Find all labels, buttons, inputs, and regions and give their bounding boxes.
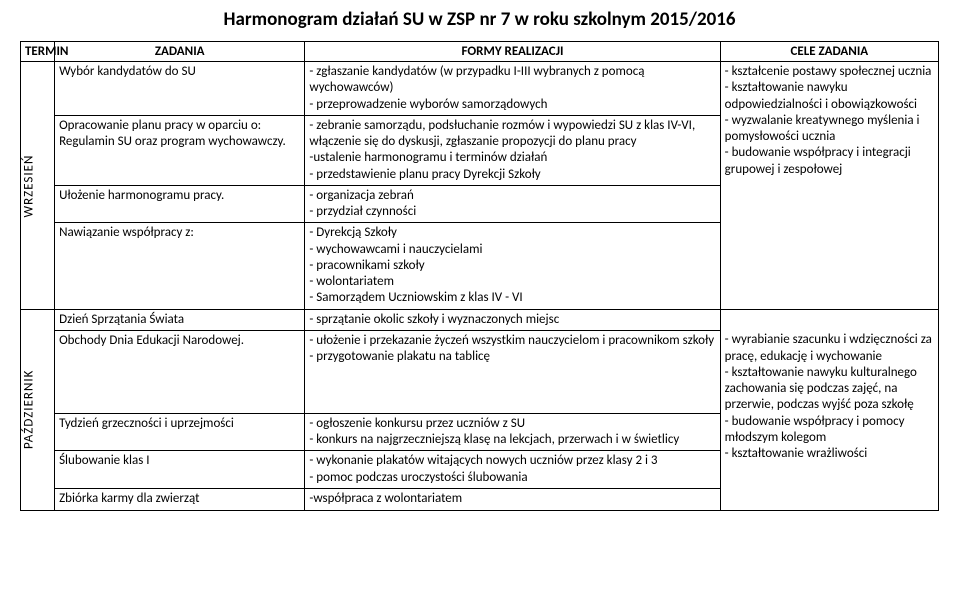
cele-cell: - wyrabianie szacunku i wdzięczności za …	[720, 330, 938, 510]
zadania-cell: Dzień Sprzątania Świata	[55, 309, 305, 330]
header-termin: TERMIN	[21, 42, 55, 62]
month-cell-pazdziernik: PAŹDZIERNIK	[21, 309, 55, 510]
formy-cell: - Dyrekcją Szkoły- wychowawcami i nauczy…	[305, 223, 720, 309]
zadania-cell: Zbiórka karmy dla zwierząt	[55, 489, 305, 510]
table-row: PAŹDZIERNIK Dzień Sprzątania Świata - sp…	[21, 309, 939, 330]
formy-cell: - ogłoszenie konkursu przez uczniów z SU…	[305, 413, 720, 451]
header-cele: CELE ZADANIA	[720, 42, 938, 62]
zadania-cell: Wybór kandydatów do SU	[55, 62, 305, 116]
formy-cell: - ułożenie i przekazanie życzeń wszystki…	[305, 330, 720, 413]
table-header-row: TERMIN ZADANIA FORMY REALIZACJI CELE ZAD…	[21, 42, 939, 62]
month-cell-wrzesien: WRZESIEŃ	[21, 62, 55, 310]
formy-cell: - wykonanie plakatów witających nowych u…	[305, 451, 720, 489]
formy-cell: - zebranie samorządu, podsłuchanie rozmó…	[305, 115, 720, 185]
month-label: WRZESIEŃ	[21, 62, 36, 309]
zadania-cell: Nawiązanie współpracy z:	[55, 223, 305, 309]
zadania-cell: Ślubowanie klas I	[55, 451, 305, 489]
zadania-cell: Ułożenie harmonogramu pracy.	[55, 185, 305, 223]
cele-cell-empty	[720, 309, 938, 330]
schedule-table: TERMIN ZADANIA FORMY REALIZACJI CELE ZAD…	[20, 41, 939, 511]
header-zadania: ZADANIA	[55, 42, 305, 62]
page-title: Harmonogram działań SU w ZSP nr 7 w roku…	[20, 8, 939, 31]
zadania-cell: Obchody Dnia Edukacji Narodowej.	[55, 330, 305, 413]
formy-cell: - zgłaszanie kandydatów (w przypadku I-I…	[305, 62, 720, 116]
formy-cell: -współpraca z wolontariatem	[305, 489, 720, 510]
month-label: PAŹDZIERNIK	[21, 310, 36, 510]
zadania-cell: Tydzień grzeczności i uprzejmości	[55, 413, 305, 451]
zadania-cell: Opracowanie planu pracy w oparciu o: Reg…	[55, 115, 305, 185]
cele-cell: - kształcenie postawy społecznej ucznia-…	[720, 62, 938, 310]
header-formy: FORMY REALIZACJI	[305, 42, 720, 62]
table-row: WRZESIEŃ Wybór kandydatów do SU - zgłasz…	[21, 62, 939, 116]
formy-cell: - organizacja zebrań- przydział czynnośc…	[305, 185, 720, 223]
table-row: Obchody Dnia Edukacji Narodowej. - ułoże…	[21, 330, 939, 413]
formy-cell: - sprzątanie okolic szkoły i wyznaczonyc…	[305, 309, 720, 330]
